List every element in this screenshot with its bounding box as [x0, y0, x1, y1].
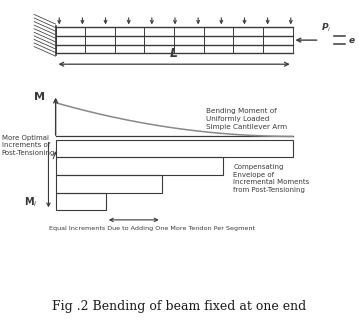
- Text: M: M: [34, 92, 45, 102]
- Text: e: e: [349, 36, 355, 45]
- Text: Bending Moment of
Uniformly Loaded
Simple Cantilever Arm: Bending Moment of Uniformly Loaded Simpl…: [206, 108, 288, 130]
- Text: Fig .2 Bending of beam fixed at one end: Fig .2 Bending of beam fixed at one end: [52, 300, 307, 313]
- Bar: [56, 140, 293, 157]
- Bar: [56, 193, 106, 210]
- Text: L: L: [170, 48, 178, 60]
- Bar: [56, 157, 223, 175]
- Text: M$_i$: M$_i$: [24, 195, 37, 209]
- Text: More Optimal
Increments of
Post-Tensioning: More Optimal Increments of Post-Tensioni…: [2, 134, 55, 156]
- Text: Compensating
Envelope of
Incremental Moments
from Post-Tensioning: Compensating Envelope of Incremental Mom…: [233, 164, 309, 193]
- Bar: [56, 175, 162, 193]
- Text: P$_i$: P$_i$: [321, 22, 332, 34]
- Text: Equal Increments Due to Adding One More Tendon Per Segment: Equal Increments Due to Adding One More …: [49, 226, 255, 231]
